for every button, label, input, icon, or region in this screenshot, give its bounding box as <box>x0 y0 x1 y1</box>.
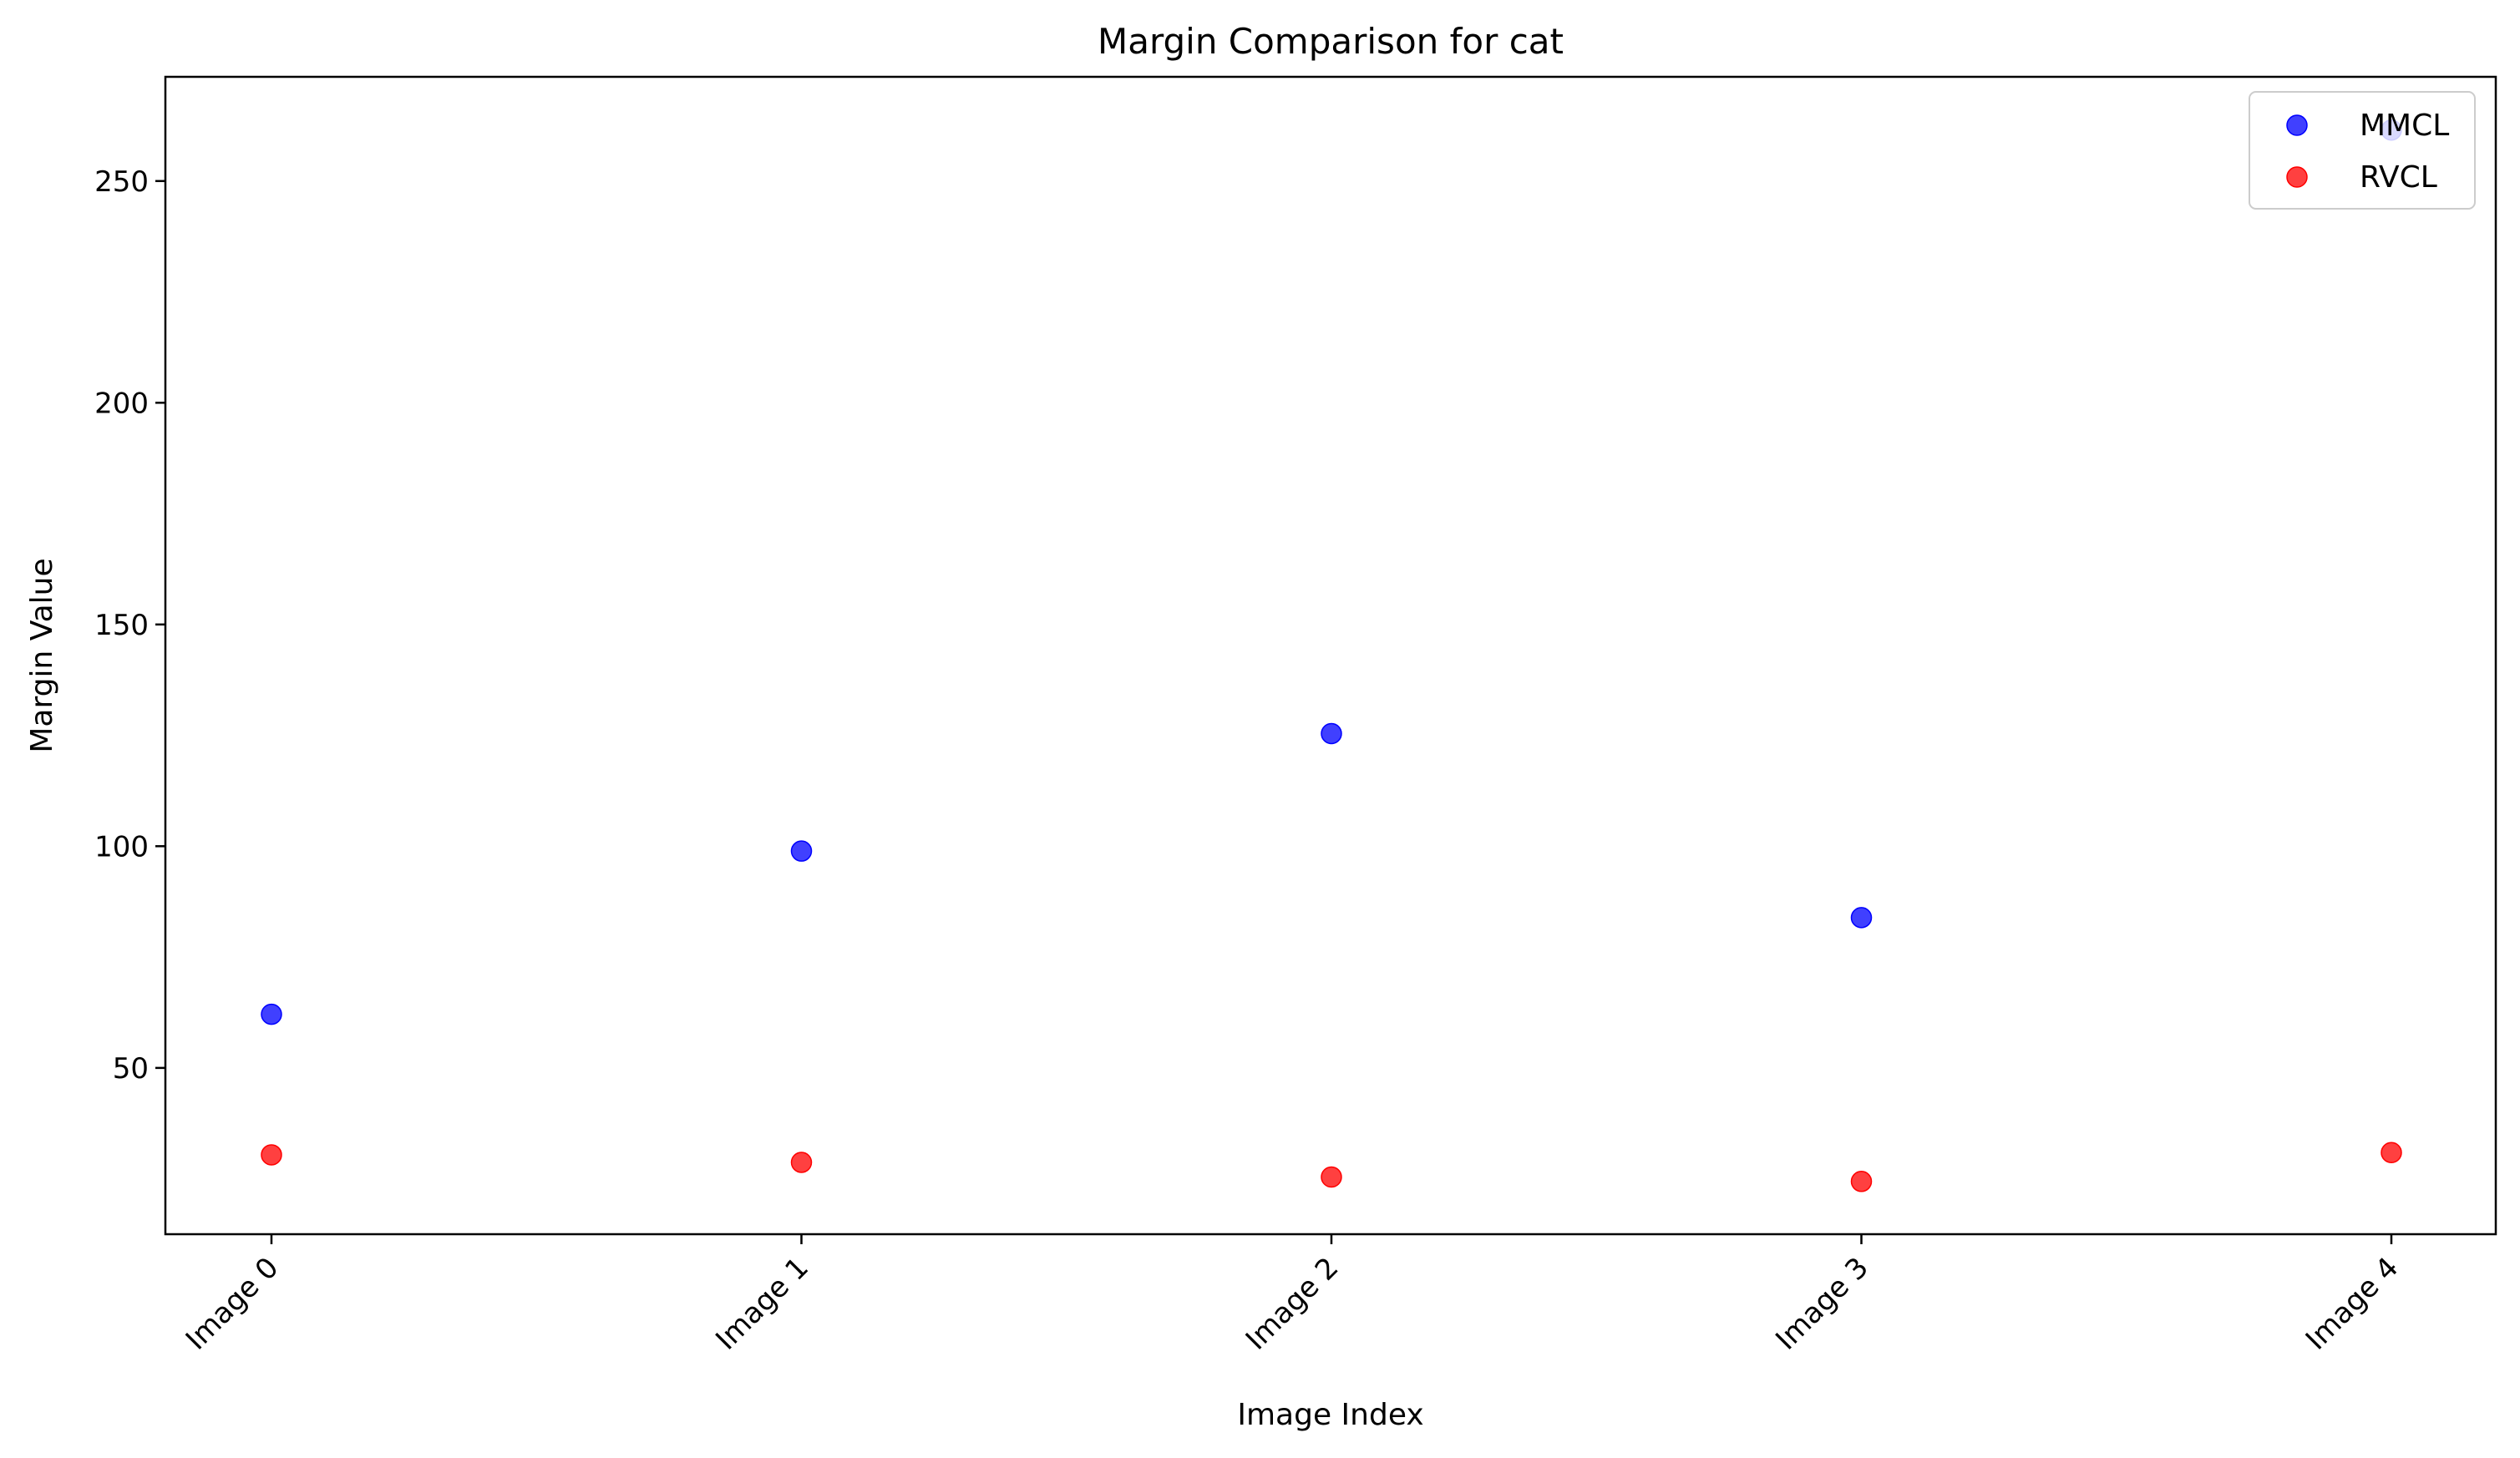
legend-label-mmcl: MMCL <box>2360 109 2449 143</box>
point-mmcl-0 <box>261 1003 282 1025</box>
legend-marker-mmcl <box>2286 114 2308 136</box>
point-rvcl-3 <box>1850 1171 1873 1192</box>
legend: MMCL RVCL <box>2249 91 2476 210</box>
chart-title: Margin Comparison for cat <box>1098 21 1564 62</box>
point-mmcl-1 <box>790 840 813 862</box>
point-rvcl-0 <box>261 1144 282 1166</box>
point-rvcl-4 <box>2381 1142 2402 1164</box>
y-tick-label: 250 <box>94 165 149 199</box>
x-axis-label: Image Index <box>1237 1398 1423 1432</box>
y-tick-label: 150 <box>94 609 149 642</box>
point-rvcl-1 <box>790 1152 813 1173</box>
y-tick-label: 200 <box>94 387 149 420</box>
point-rvcl-2 <box>1321 1166 1342 1188</box>
point-mmcl-2 <box>1321 722 1342 745</box>
point-mmcl-3 <box>1850 907 1873 929</box>
legend-marker-rvcl <box>2286 166 2308 188</box>
y-tick-label: 50 <box>113 1052 149 1086</box>
y-tick-label: 100 <box>94 830 149 863</box>
y-axis-label: Margin Value <box>25 558 59 752</box>
legend-label-rvcl: RVCL <box>2360 160 2437 195</box>
